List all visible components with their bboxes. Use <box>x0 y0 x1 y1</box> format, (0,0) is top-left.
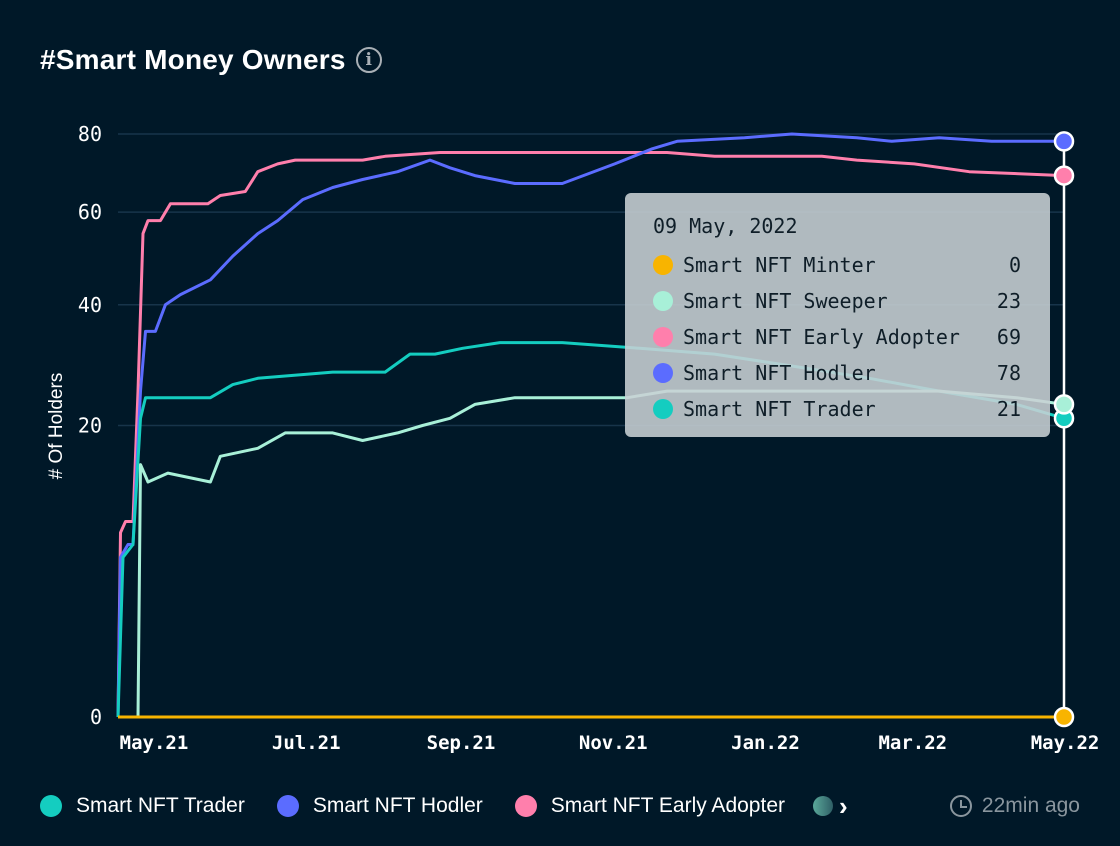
legend-label: Smart NFT Early Adopter <box>550 794 785 817</box>
legend-dot-icon <box>813 796 833 816</box>
x-tick-label: Jan.22 <box>731 732 800 754</box>
info-icon[interactable]: i <box>355 47 382 73</box>
y-tick-label: 0 <box>90 705 102 729</box>
legend-dot-icon <box>40 795 62 817</box>
y-axis-label: # Of Holders <box>46 373 67 480</box>
legend-label: Smart NFT Trader <box>76 794 245 817</box>
series-dot-icon <box>653 363 673 383</box>
tooltip-series-value: 0 <box>1008 253 1021 277</box>
x-tick-label: Mar.22 <box>878 732 947 754</box>
x-tick-label: May.21 <box>120 732 189 754</box>
y-tick-label: 60 <box>78 200 102 224</box>
legend-more-button[interactable]: › <box>813 791 848 822</box>
chart-header: #Smart Money Owners i <box>40 44 382 76</box>
y-tick-label: 40 <box>78 293 102 317</box>
tooltip-row: Smart NFT Hodler 78 <box>653 355 1050 391</box>
series-dot-icon <box>653 291 673 311</box>
tooltip-series-value: 69 <box>996 325 1021 349</box>
tooltip-series-name: Smart NFT Hodler <box>683 361 876 385</box>
chart-title: #Smart Money Owners <box>40 44 346 75</box>
x-axis-ticks: May.21 Jul.21 Sep.21 Nov.21 Jan.22 Mar.22 May.… <box>120 732 1100 754</box>
hover-marker <box>1053 394 1075 415</box>
series-line <box>116 132 1064 718</box>
y-axis-ticks: 0 20 40 60 80 <box>78 122 102 729</box>
tooltip-series-value: 23 <box>996 289 1021 313</box>
tooltip-series-name: Smart NFT Early Adopter <box>683 325 960 349</box>
hover-marker <box>1053 165 1075 186</box>
y-tick-label: 80 <box>78 122 102 146</box>
series-line <box>118 389 1065 719</box>
tooltip-series-name: Smart NFT Trader <box>683 397 876 421</box>
legend-item-early-adopter[interactable]: Smart NFT Early Adopter <box>514 794 785 818</box>
x-tick-label: Nov.21 <box>579 732 648 754</box>
tooltip-series-name: Smart NFT Sweeper <box>683 289 888 313</box>
series-dot-icon <box>653 399 673 419</box>
hover-marker <box>1053 131 1075 152</box>
hover-markers <box>1053 131 1075 728</box>
tooltip-series-value: 78 <box>996 361 1021 385</box>
series-dot-icon <box>653 255 673 275</box>
x-tick-label: May.22 <box>1031 732 1100 754</box>
legend-dot-icon <box>276 795 299 817</box>
tooltip-row: Smart NFT Sweeper 23 <box>653 283 1050 319</box>
hover-tooltip: 09 May, 2022 Smart NFT Minter 0 Smart NF… <box>625 193 1050 437</box>
legend-item-hodler[interactable]: Smart NFT Hodler <box>276 794 483 818</box>
legend-label: Smart NFT Hodler <box>312 794 483 817</box>
legend-item-trader[interactable]: Smart NFT Trader <box>40 794 245 818</box>
y-tick-label: 20 <box>78 414 102 438</box>
tooltip-series-name: Smart NFT Minter <box>683 253 876 277</box>
hover-marker <box>1053 706 1075 728</box>
tooltip-row: Smart NFT Trader 21 <box>653 391 1050 427</box>
series-line <box>116 151 1065 718</box>
tooltip-row: Smart NFT Early Adopter 69 <box>653 319 1050 355</box>
tooltip-date: 09 May, 2022 <box>653 214 798 238</box>
x-tick-label: Sep.21 <box>427 732 496 754</box>
x-tick-label: Jul.21 <box>272 732 341 754</box>
tooltip-row: Smart NFT Minter 0 <box>653 247 1050 283</box>
last-updated-text: 22min ago <box>981 794 1080 817</box>
last-updated: 22min ago <box>949 790 1080 822</box>
history-icon <box>949 795 972 817</box>
chevron-right-icon: › <box>839 790 848 821</box>
chart-legend: Smart NFT Trader Smart NFT Hodler Smart … <box>40 790 848 822</box>
series-dot-icon <box>653 327 673 347</box>
tooltip-series-value: 21 <box>996 397 1021 421</box>
legend-dot-icon <box>514 795 537 817</box>
